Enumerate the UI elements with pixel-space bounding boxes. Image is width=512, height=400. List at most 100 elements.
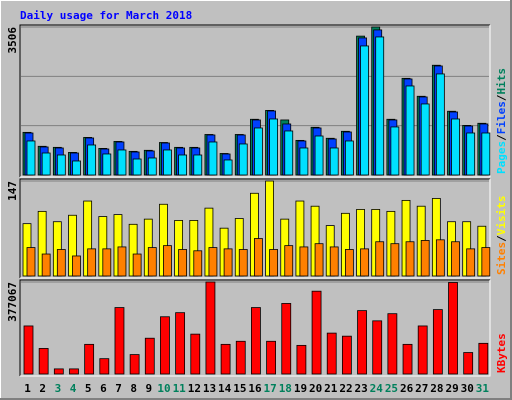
bar bbox=[341, 335, 352, 375]
bar bbox=[117, 149, 127, 176]
bar bbox=[405, 241, 415, 277]
bar bbox=[481, 132, 491, 176]
bar bbox=[38, 348, 49, 375]
panel-border bbox=[19, 24, 490, 177]
bar bbox=[329, 246, 339, 277]
bar bbox=[314, 243, 324, 277]
x-tick-label: 26 bbox=[400, 382, 414, 395]
bar bbox=[23, 325, 34, 375]
bar bbox=[193, 250, 203, 277]
bar bbox=[238, 143, 248, 176]
bar bbox=[463, 352, 474, 375]
legend: KBytes bbox=[495, 333, 508, 373]
x-tick-label: 4 bbox=[70, 382, 77, 395]
bar bbox=[208, 247, 218, 277]
bar bbox=[284, 245, 294, 277]
bar bbox=[405, 85, 415, 176]
bar bbox=[235, 340, 246, 375]
bar bbox=[420, 240, 430, 277]
bar bbox=[193, 154, 203, 176]
legend: Sites/Visits bbox=[495, 196, 508, 276]
panel-border bbox=[20, 25, 491, 178]
bar bbox=[163, 245, 172, 277]
bar bbox=[254, 127, 263, 176]
bar bbox=[254, 238, 263, 277]
bar bbox=[175, 312, 186, 375]
bar bbox=[26, 140, 36, 176]
bar bbox=[178, 154, 188, 176]
bar bbox=[417, 325, 428, 375]
bar bbox=[451, 118, 460, 176]
bar bbox=[132, 253, 142, 277]
bar bbox=[87, 248, 97, 277]
bar bbox=[344, 249, 354, 277]
x-tick-label: 3 bbox=[55, 382, 62, 395]
bar bbox=[432, 309, 443, 375]
legend: Pages/Files/Hits bbox=[495, 68, 508, 174]
y-tick-label: 377067 bbox=[6, 282, 19, 322]
bar bbox=[326, 332, 337, 375]
bar bbox=[223, 248, 233, 277]
panel-border bbox=[19, 279, 490, 376]
legend-entry: Hits bbox=[495, 68, 508, 95]
x-tick-label: 11 bbox=[173, 382, 187, 395]
panel-border bbox=[19, 178, 490, 278]
bar bbox=[299, 246, 309, 277]
bar bbox=[311, 290, 322, 375]
bar bbox=[448, 282, 458, 375]
x-tick-label: 20 bbox=[309, 382, 322, 395]
bar bbox=[390, 126, 400, 176]
bar bbox=[87, 144, 97, 176]
x-tick-label: 13 bbox=[203, 382, 216, 395]
bar bbox=[220, 343, 231, 375]
bar bbox=[190, 333, 201, 375]
legend-entry: Sites bbox=[495, 242, 508, 275]
bar bbox=[435, 73, 445, 176]
x-tick-label: 8 bbox=[130, 382, 137, 395]
bar bbox=[69, 368, 79, 375]
legend-entry: Visits bbox=[495, 196, 508, 236]
x-tick-label: 25 bbox=[385, 382, 398, 395]
bar bbox=[478, 342, 489, 375]
x-tick-label: 16 bbox=[248, 382, 262, 395]
bar bbox=[284, 130, 294, 176]
bar bbox=[481, 247, 491, 277]
legend-entry: Files bbox=[495, 101, 508, 134]
x-tick-label: 31 bbox=[476, 382, 490, 395]
x-tick-label: 30 bbox=[461, 382, 474, 395]
x-tick-label: 23 bbox=[355, 382, 368, 395]
x-tick-label: 5 bbox=[85, 382, 92, 395]
x-tick-label: 6 bbox=[100, 382, 107, 395]
bar bbox=[344, 140, 354, 176]
bar bbox=[299, 147, 309, 176]
bar bbox=[281, 303, 292, 375]
bar bbox=[360, 248, 369, 277]
bar bbox=[56, 154, 66, 176]
bar bbox=[53, 368, 64, 375]
x-tick-label: 18 bbox=[279, 382, 292, 395]
bar bbox=[163, 149, 172, 176]
bar bbox=[387, 313, 398, 375]
x-tick-label: 17 bbox=[264, 382, 277, 395]
bar bbox=[147, 247, 157, 277]
bar bbox=[314, 135, 324, 176]
bar bbox=[56, 249, 66, 277]
bar bbox=[41, 152, 51, 176]
x-tick-label: 2 bbox=[39, 382, 46, 395]
bar bbox=[114, 307, 125, 375]
bar bbox=[357, 310, 367, 375]
x-tick-label: 10 bbox=[157, 382, 170, 395]
bar bbox=[72, 160, 81, 176]
bar bbox=[132, 158, 142, 176]
bar bbox=[266, 340, 276, 375]
bar bbox=[205, 281, 216, 375]
bar bbox=[466, 132, 476, 176]
bar bbox=[72, 255, 81, 277]
bar bbox=[372, 320, 383, 375]
bar bbox=[41, 253, 51, 277]
bar bbox=[390, 243, 400, 277]
bar bbox=[84, 343, 95, 375]
legend-separator: / bbox=[495, 134, 508, 141]
x-tick-label: 9 bbox=[146, 382, 153, 395]
